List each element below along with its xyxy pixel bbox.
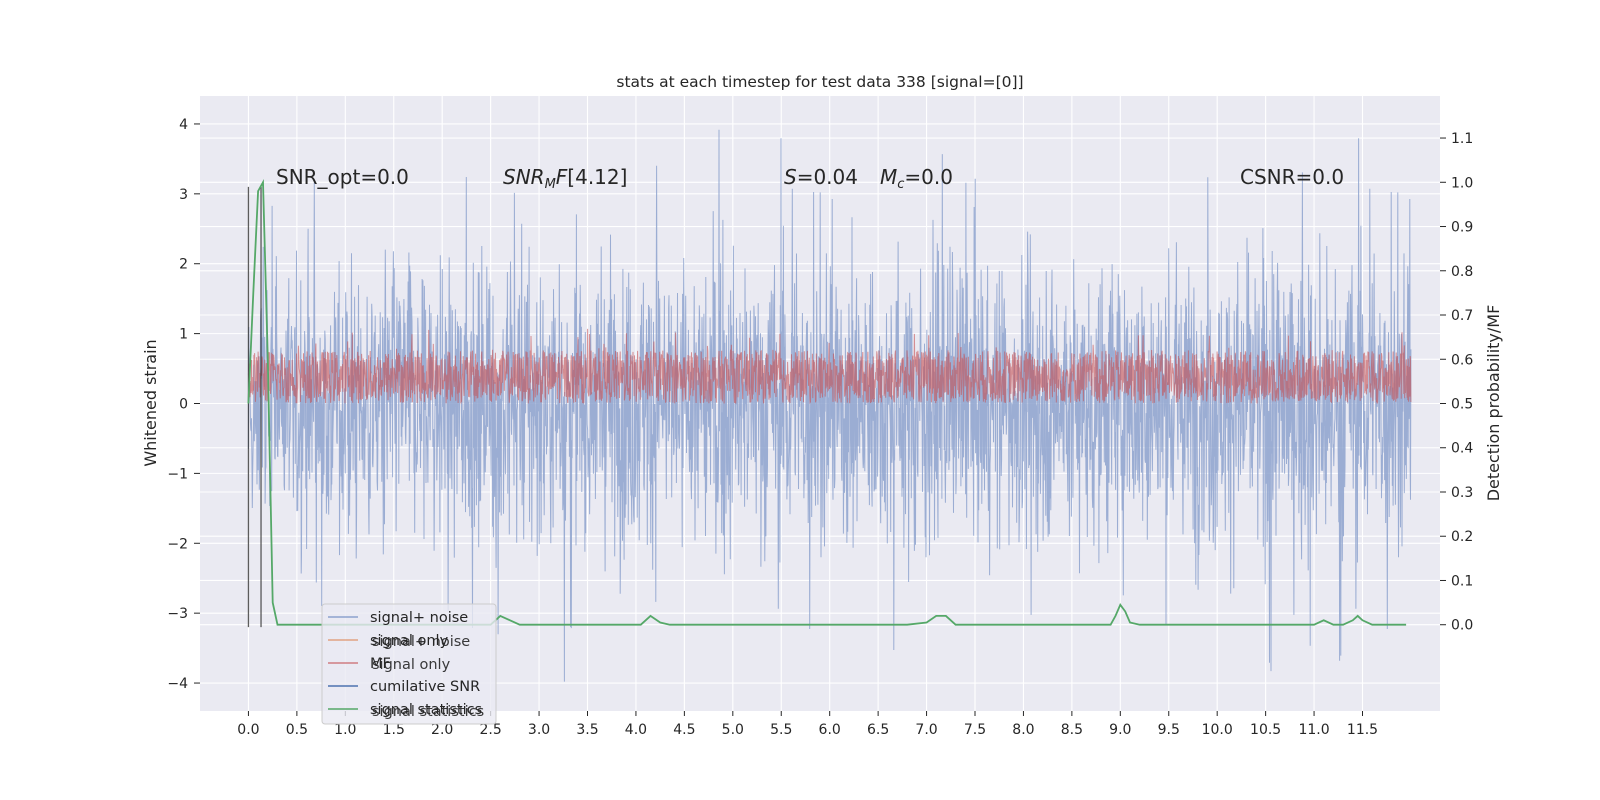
- legend-label-cumulative-snr: cumilative SNR: [370, 679, 480, 695]
- series-mf: [247, 328, 1412, 405]
- y2-tick-2: 0.2: [1451, 529, 1473, 545]
- x-tick-18: 9.0: [1109, 722, 1131, 738]
- annotation-snr-mf-value: [4.12]: [567, 165, 627, 189]
- x-tick-16: 8.0: [1012, 722, 1034, 738]
- y-axis-right: 0.0 0.1 0.2 0.3 0.4 0.5 0.6 0.7 0.8 0.9 1.0 1.1: [1440, 131, 1473, 634]
- x-tick-13: 6.5: [867, 722, 889, 738]
- y2-axis-label: Detection probability/MF: [1484, 305, 1503, 502]
- y-tick-0: −4: [167, 676, 188, 692]
- legend-label-mf: MF: [370, 656, 391, 672]
- annotation-mc-value: =0.0: [904, 165, 953, 189]
- x-tick-21: 10.5: [1250, 722, 1281, 738]
- mf-line: [247, 328, 1412, 405]
- x-tick-2: 1.0: [334, 722, 356, 738]
- y-axis-label: Whitened strain: [141, 339, 160, 466]
- legend: signal+ noise signal only signal statist…: [321, 603, 497, 725]
- x-tick-1: 0.5: [286, 722, 308, 738]
- y-tick-1: −3: [167, 606, 188, 622]
- annotation-snr-opt: SNR_opt=0.0: [276, 165, 409, 189]
- x-tick-6: 3.0: [528, 722, 550, 738]
- x-tick-0: 0.0: [237, 722, 259, 738]
- y-tick-3: −1: [167, 466, 188, 482]
- annotation-mc: Mc=0.0: [880, 165, 953, 192]
- y2-tick-5: 0.5: [1451, 397, 1473, 413]
- legend-box: [321, 603, 497, 725]
- legend-label-signal-statistics: signal statistics: [370, 702, 482, 718]
- annotation-s: S=0.04: [784, 165, 858, 189]
- x-axis: 0.0 0.5 1.0 1.5 2.0 2.5 3.0 3.5 4.0 4.5 5.0 5.5 6.0 6…: [237, 711, 1378, 738]
- x-tick-15: 7.5: [964, 722, 986, 738]
- x-tick-4: 2.0: [431, 722, 453, 738]
- y2-tick-10: 1.0: [1451, 175, 1473, 191]
- x-tick-22: 11.0: [1298, 722, 1329, 738]
- y-tick-4: 0: [179, 397, 188, 413]
- series-signal-noise: [247, 129, 1412, 682]
- x-tick-3: 1.5: [383, 722, 405, 738]
- annotation-s-value: =0.04: [797, 165, 858, 189]
- x-tick-23: 11.5: [1347, 722, 1378, 738]
- signal-noise-line: [247, 129, 1412, 682]
- y-axis-left: −4 −3 −2 −1 0 1 2 3 4: [167, 117, 200, 692]
- y2-tick-1: 0.1: [1451, 573, 1473, 589]
- y2-tick-8: 0.8: [1451, 264, 1473, 280]
- x-tick-8: 4.0: [625, 722, 647, 738]
- y2-tick-7: 0.7: [1451, 308, 1473, 324]
- legend-ghost-2: signal only: [372, 657, 451, 673]
- x-tick-20: 10.0: [1202, 722, 1233, 738]
- y2-tick-4: 0.4: [1451, 441, 1473, 457]
- x-tick-7: 3.5: [576, 722, 598, 738]
- x-tick-5: 2.5: [479, 722, 501, 738]
- legend-ghost-3: signal statistics: [372, 704, 484, 720]
- x-tick-19: 9.5: [1158, 722, 1180, 738]
- y-tick-5: 1: [179, 327, 188, 343]
- y2-tick-0: 0.0: [1451, 618, 1473, 634]
- annotation-csnr: CSNR=0.0: [1240, 165, 1344, 189]
- legend-label-signal-noise: signal+ noise: [370, 610, 468, 626]
- x-tick-9: 4.5: [673, 722, 695, 738]
- y-tick-6: 2: [179, 257, 188, 273]
- chart-title: stats at each timestep for test data 338…: [616, 73, 1023, 91]
- x-tick-12: 6.0: [819, 722, 841, 738]
- legend-ghost-1: signal+ noise: [372, 634, 470, 650]
- y2-tick-9: 0.9: [1451, 220, 1473, 236]
- x-tick-10: 5.0: [722, 722, 744, 738]
- annotation-snr-mf: SNRMF[4.12]: [503, 165, 627, 192]
- y2-tick-3: 0.3: [1451, 485, 1473, 501]
- x-tick-11: 5.5: [770, 722, 792, 738]
- y-tick-2: −2: [167, 536, 188, 552]
- x-tick-17: 8.5: [1061, 722, 1083, 738]
- y-tick-7: 3: [179, 187, 188, 203]
- x-tick-14: 7.0: [915, 722, 937, 738]
- legend-label-signal-only: signal only: [370, 633, 449, 649]
- vertical-markers: [247, 186, 262, 628]
- y-tick-8: 4: [179, 117, 188, 133]
- y2-tick-11: 1.1: [1451, 131, 1473, 147]
- y2-tick-6: 0.6: [1451, 352, 1473, 368]
